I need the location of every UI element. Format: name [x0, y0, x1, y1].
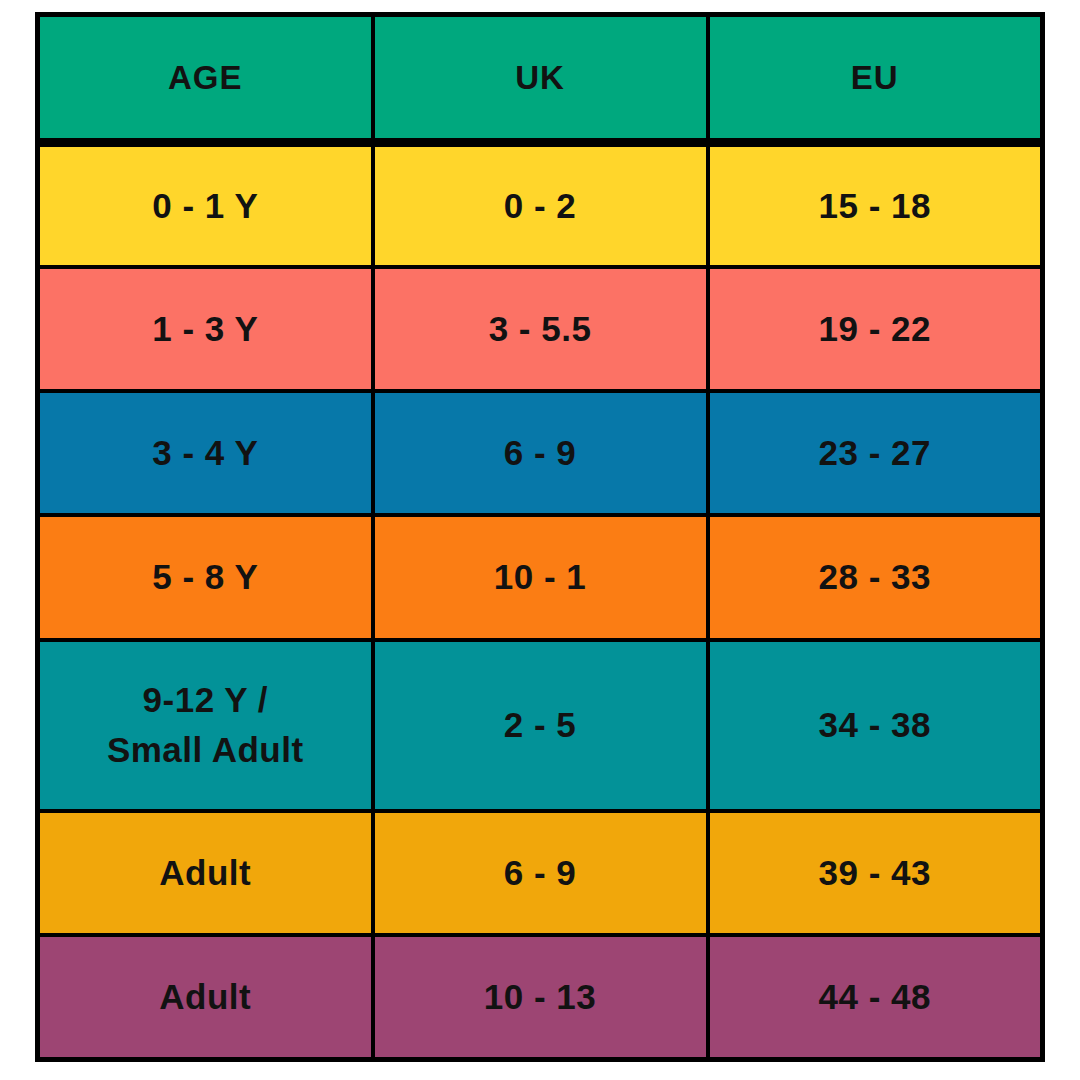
cell-age: Adult — [38, 811, 373, 935]
cell-eu: 39 - 43 — [708, 811, 1043, 935]
cell-age: 5 - 8 Y — [38, 515, 373, 639]
table-row: Adult6 - 939 - 43 — [38, 811, 1043, 935]
cell-eu: 19 - 22 — [708, 267, 1043, 391]
size-chart-table: AGE UK EU 0 - 1 Y0 - 215 - 181 - 3 Y3 - … — [35, 12, 1045, 1062]
cell-eu: 15 - 18 — [708, 143, 1043, 267]
cell-uk: 3 - 5.5 — [373, 267, 708, 391]
cell-eu: 28 - 33 — [708, 515, 1043, 639]
cell-uk: 10 - 1 — [373, 515, 708, 639]
cell-uk: 0 - 2 — [373, 143, 708, 267]
cell-uk: 2 - 5 — [373, 640, 708, 811]
cell-eu: 23 - 27 — [708, 391, 1043, 515]
cell-uk: 10 - 13 — [373, 935, 708, 1059]
col-header-eu: EU — [708, 15, 1043, 143]
table-row: Adult10 - 1344 - 48 — [38, 935, 1043, 1059]
cell-age: Adult — [38, 935, 373, 1059]
table-row: 0 - 1 Y0 - 215 - 18 — [38, 143, 1043, 267]
size-chart: AGE UK EU 0 - 1 Y0 - 215 - 181 - 3 Y3 - … — [35, 12, 1045, 1062]
table-row: 5 - 8 Y10 - 128 - 33 — [38, 515, 1043, 639]
cell-uk: 6 - 9 — [373, 391, 708, 515]
cell-age: 3 - 4 Y — [38, 391, 373, 515]
table-row: 3 - 4 Y6 - 923 - 27 — [38, 391, 1043, 515]
cell-eu: 44 - 48 — [708, 935, 1043, 1059]
cell-age: 0 - 1 Y — [38, 143, 373, 267]
table-row: 1 - 3 Y3 - 5.519 - 22 — [38, 267, 1043, 391]
header-row: AGE UK EU — [38, 15, 1043, 143]
table-row: 9-12 Y / Small Adult2 - 534 - 38 — [38, 640, 1043, 811]
table-header: AGE UK EU — [38, 15, 1043, 143]
cell-age: 1 - 3 Y — [38, 267, 373, 391]
table-body: 0 - 1 Y0 - 215 - 181 - 3 Y3 - 5.519 - 22… — [38, 143, 1043, 1060]
col-header-age: AGE — [38, 15, 373, 143]
cell-eu: 34 - 38 — [708, 640, 1043, 811]
cell-age: 9-12 Y / Small Adult — [38, 640, 373, 811]
col-header-uk: UK — [373, 15, 708, 143]
cell-uk: 6 - 9 — [373, 811, 708, 935]
